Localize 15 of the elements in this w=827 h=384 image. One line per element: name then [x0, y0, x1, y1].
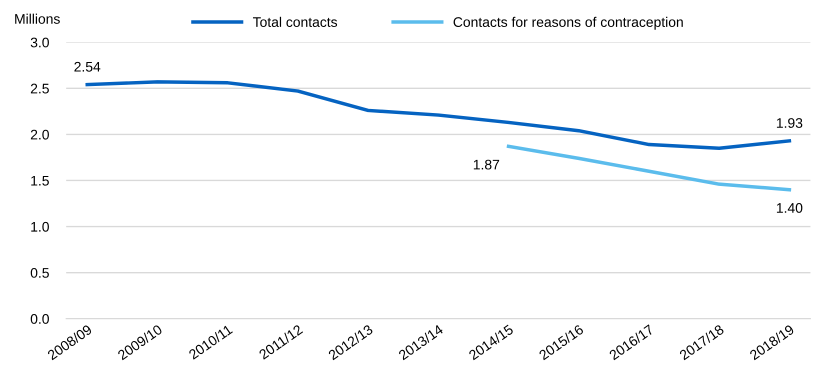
legend-label: Total contacts — [252, 16, 338, 27]
data-label: 1.93 — [776, 118, 802, 128]
data-label: 1.40 — [776, 203, 802, 213]
legend-label: Contacts for reasons of contraception — [454, 16, 683, 30]
line-series — [506, 144, 792, 192]
y-axis-title: Millions — [15, 14, 60, 24]
y-tick-label: 2.0 — [30, 130, 49, 140]
data-label: 1.87 — [474, 160, 500, 170]
y-tick-label: 1.0 — [31, 222, 49, 232]
y-tick-label: 3.0 — [30, 38, 49, 48]
y-tick-label: 1.5 — [31, 176, 49, 186]
data-label: 2.54 — [74, 62, 100, 72]
y-tick-label: 0.0 — [30, 314, 49, 324]
y-tick-label: 2.5 — [30, 84, 49, 94]
y-tick-label: 0.5 — [30, 268, 49, 278]
